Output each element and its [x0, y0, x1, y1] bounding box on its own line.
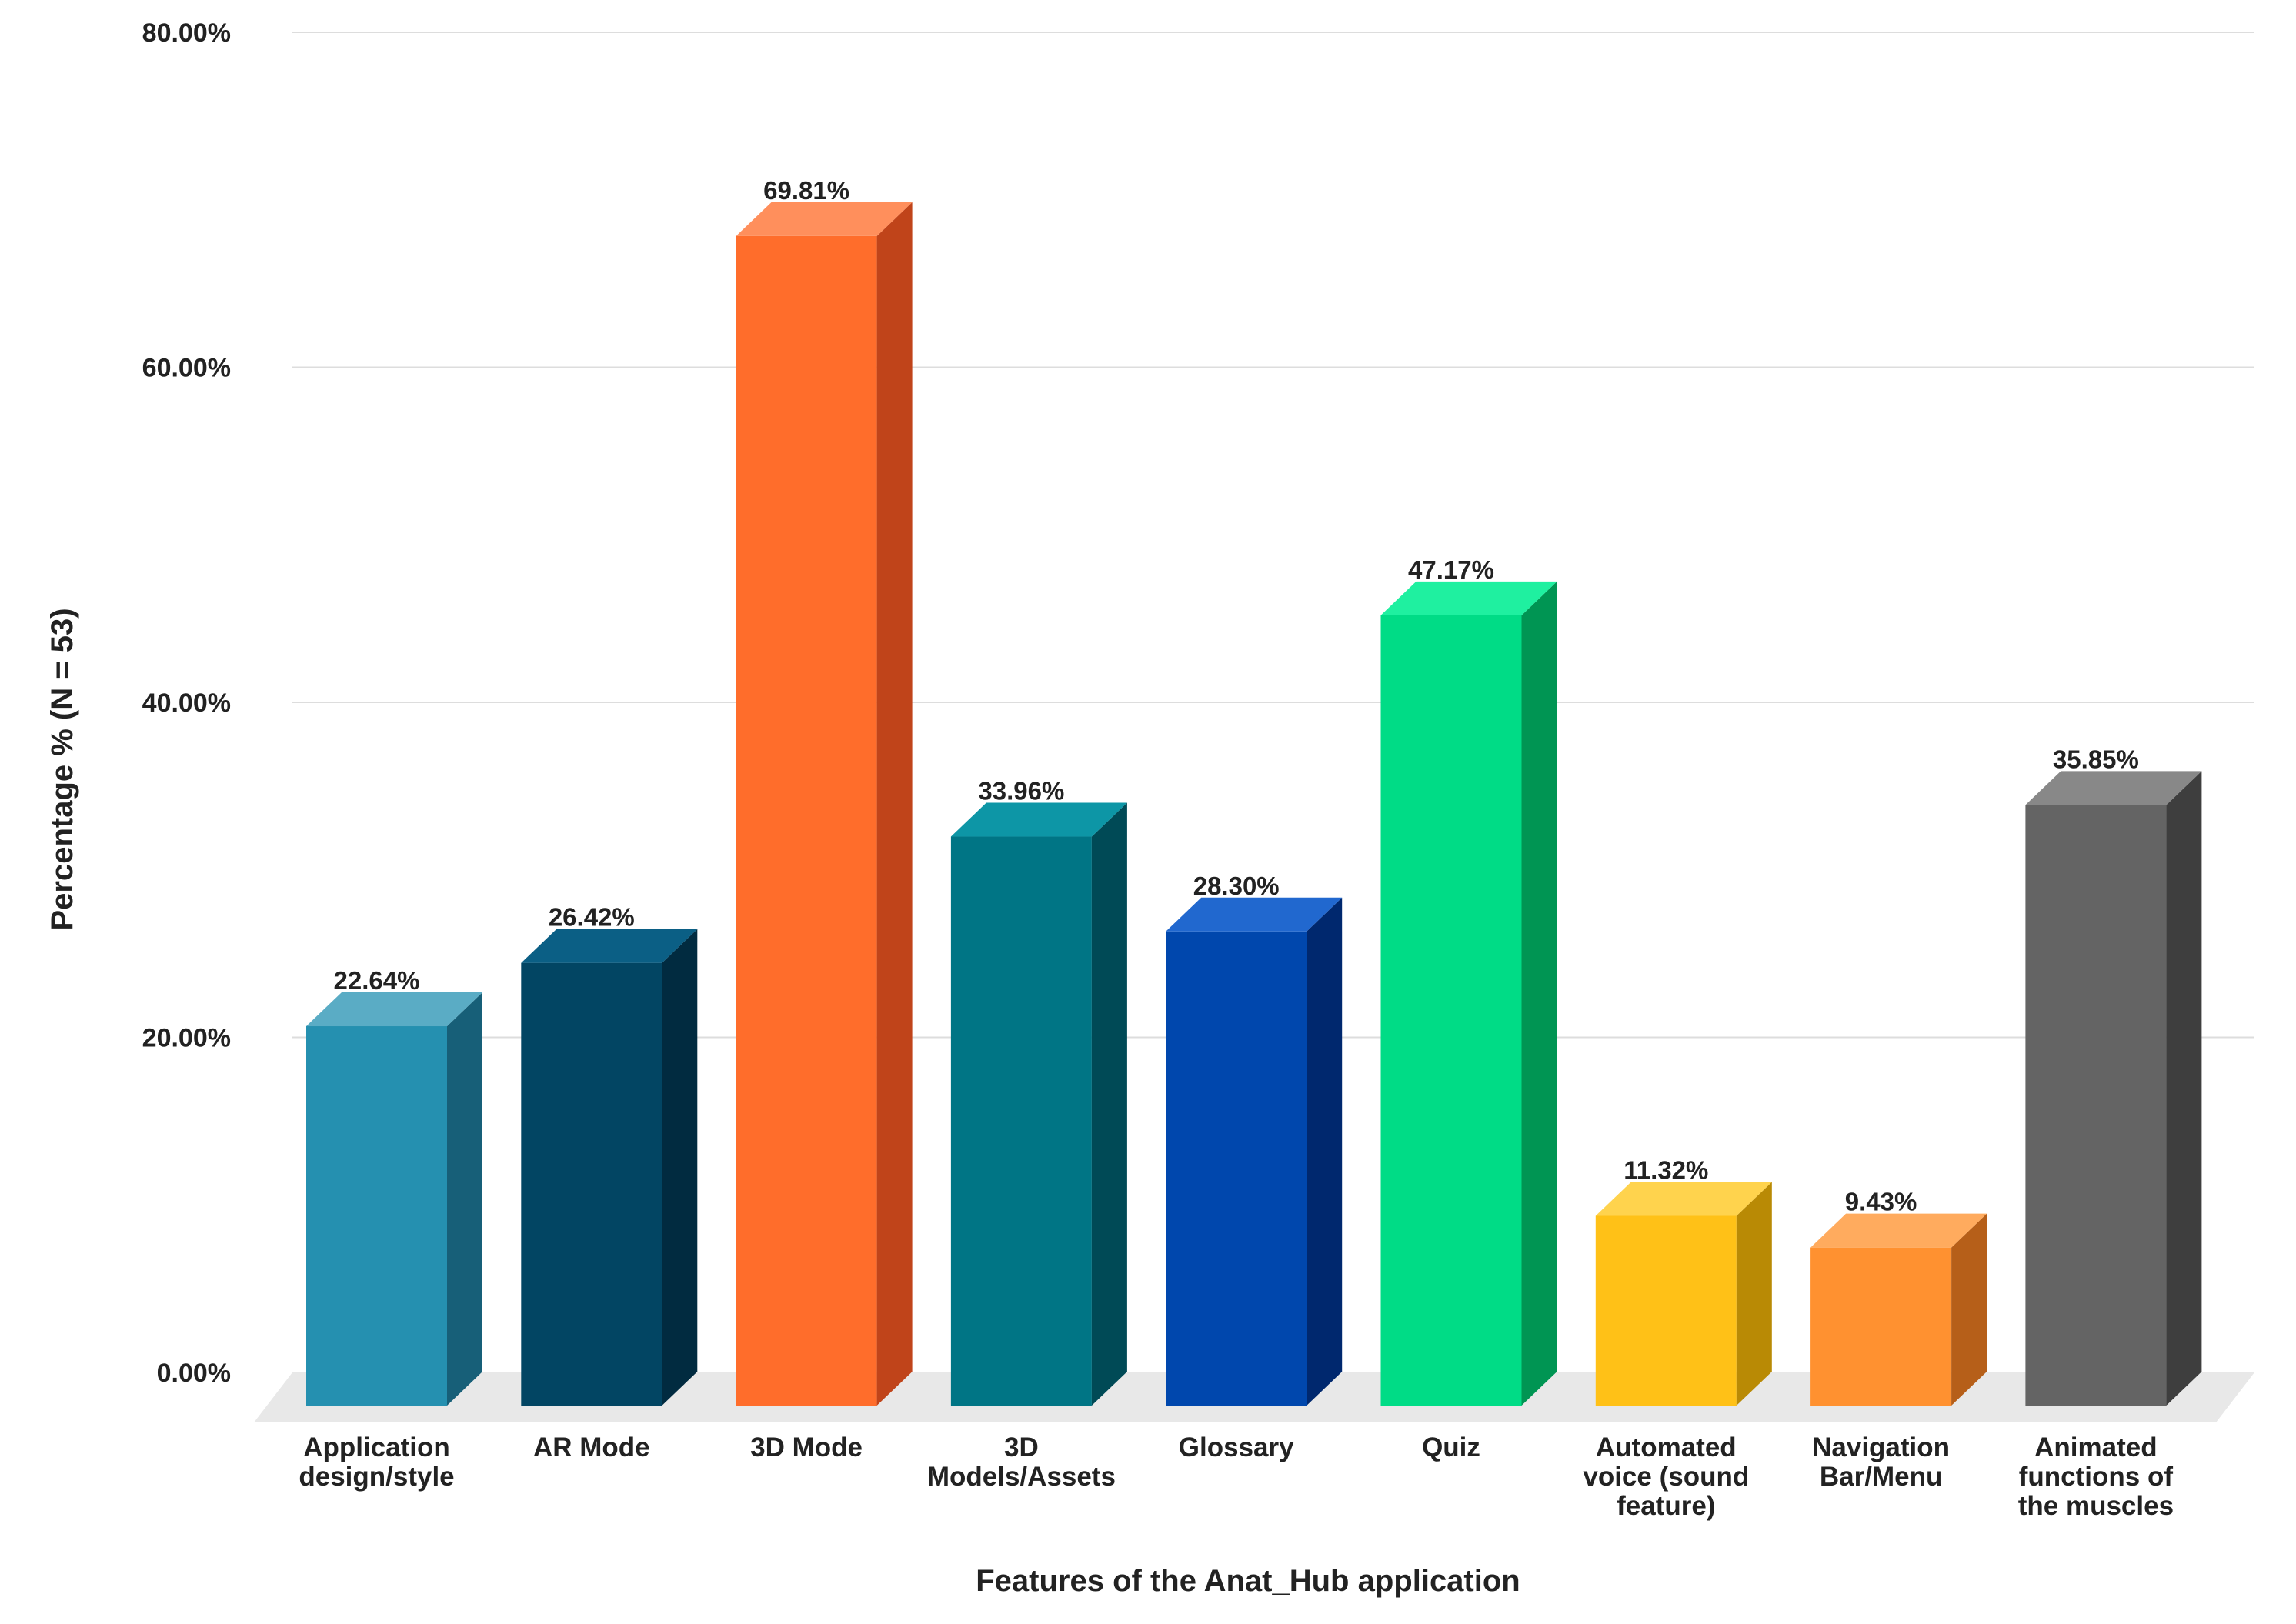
category-labels: Application design/style AR Mode 3D Mode 3D M…	[299, 1432, 2174, 1521]
bar-side	[1521, 581, 1557, 1406]
bar-front	[306, 1026, 447, 1406]
bar	[1595, 1182, 1772, 1406]
bar-side	[1307, 897, 1343, 1406]
data-label: 47.17%	[1408, 555, 1494, 584]
bar-side	[2166, 771, 2202, 1406]
data-label: 11.32%	[1624, 1156, 1708, 1185]
x-tick-label: 3D Mode	[750, 1432, 863, 1462]
x-axis-title: Features of the Anat_Hub application	[976, 1564, 1520, 1598]
data-label: 22.64%	[334, 966, 420, 995]
bar	[1166, 897, 1343, 1406]
x-tick-label: Glossary	[1179, 1432, 1294, 1462]
bar	[2025, 771, 2202, 1406]
data-label: 9.43%	[1845, 1188, 1917, 1216]
data-label: 26.42%	[549, 903, 635, 932]
data-label: 33.96%	[978, 777, 1064, 805]
y-axis-title: Percentage % (N = 53)	[45, 608, 79, 930]
bar-front	[950, 836, 1092, 1406]
x-tick-label: Quiz	[1422, 1432, 1480, 1462]
data-label: 69.81%	[763, 176, 849, 205]
x-tick-label: Navigation Bar/Menu	[1812, 1432, 1950, 1492]
bar-side	[662, 929, 698, 1406]
bar-front	[2025, 805, 2167, 1406]
bar-front	[1810, 1247, 1952, 1406]
x-tick-label: Application design/style	[299, 1432, 454, 1492]
bar-top	[1810, 1213, 1987, 1248]
x-tick-label: 3D Models/Assets	[927, 1432, 1116, 1492]
bar-front	[521, 962, 662, 1406]
bar	[950, 802, 1127, 1406]
bar-top	[1595, 1182, 1772, 1216]
y-tick-label: 80.00%	[142, 18, 231, 48]
x-tick-label: Animated functions of the muscles	[2018, 1432, 2174, 1521]
bar	[521, 929, 698, 1406]
bar-front	[1380, 615, 1522, 1406]
x-tick-label: AR Mode	[533, 1432, 650, 1462]
bar-top	[2025, 771, 2202, 805]
bar-side	[1951, 1213, 1987, 1406]
bar-side	[1091, 802, 1127, 1406]
bar-side	[876, 202, 913, 1406]
bar-top	[736, 202, 913, 236]
bar-top	[521, 929, 698, 963]
y-tick-label: 60.00%	[142, 354, 231, 383]
y-tick-label: 0.00%	[157, 1359, 231, 1388]
data-label: 35.85%	[2053, 745, 2139, 773]
x-tick-label: Automated voice (sound feature)	[1583, 1432, 1749, 1521]
bar-top	[1166, 897, 1343, 932]
y-tick-label: 40.00%	[142, 689, 231, 718]
bar-top	[950, 802, 1127, 837]
bar-side	[1736, 1182, 1772, 1406]
data-labels: 22.64% 26.42% 69.81% 33.96% 28.30% 47.17% 11.3…	[334, 176, 2139, 1216]
y-tick-label: 20.00%	[142, 1024, 231, 1053]
bar	[736, 202, 913, 1406]
bar-top	[306, 992, 482, 1027]
bar	[1810, 1213, 1987, 1406]
bar-front	[1166, 931, 1307, 1406]
bar-front	[1595, 1215, 1737, 1406]
bar-top	[1380, 581, 1557, 615]
data-label: 28.30%	[1193, 872, 1280, 900]
bar	[1380, 581, 1557, 1406]
bar	[306, 992, 482, 1406]
bar-front	[736, 235, 877, 1406]
bar-side	[447, 992, 482, 1406]
bars	[306, 202, 2202, 1406]
